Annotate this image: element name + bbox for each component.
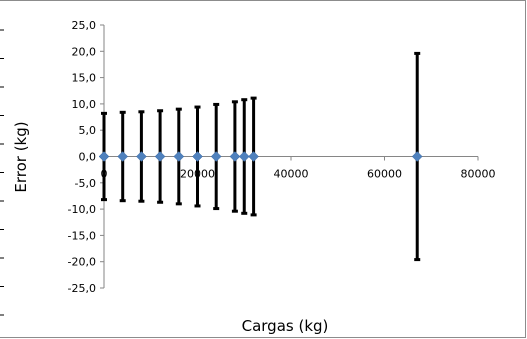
y-tick-label: -10,0 [68, 203, 96, 216]
x-tick-label: 40000 [274, 168, 309, 181]
y-tick-label: 0,0 [79, 151, 97, 164]
data-point [248, 151, 259, 162]
y-tick-label: -5,0 [75, 177, 96, 190]
data-point [411, 151, 423, 162]
data-point [154, 151, 166, 162]
y-tick-label: 5,0 [79, 124, 97, 137]
y-axis-title: Error (kg) [12, 121, 30, 192]
x-tick-label: 80000 [461, 168, 496, 181]
data-point [117, 151, 129, 162]
y-tick-label: 15,0 [72, 72, 97, 85]
y-tick-label: -15,0 [68, 229, 96, 242]
data-point [238, 151, 250, 162]
x-axis-title: Cargas (kg) [242, 317, 329, 335]
y-tick-label: -25,0 [68, 282, 96, 295]
y-tick-label: 10,0 [72, 98, 97, 111]
data-point [229, 151, 241, 162]
y-tick-label: -20,0 [68, 256, 96, 269]
data-point [192, 151, 203, 162]
y-tick-label: 25,0 [72, 19, 97, 32]
data-point [136, 151, 147, 162]
data-point [173, 151, 185, 162]
data-point [98, 151, 110, 162]
data-points [98, 151, 423, 162]
data-point [210, 151, 222, 162]
x-tick-label: 60000 [367, 168, 402, 181]
y-tick-label: 20,0 [72, 45, 97, 58]
